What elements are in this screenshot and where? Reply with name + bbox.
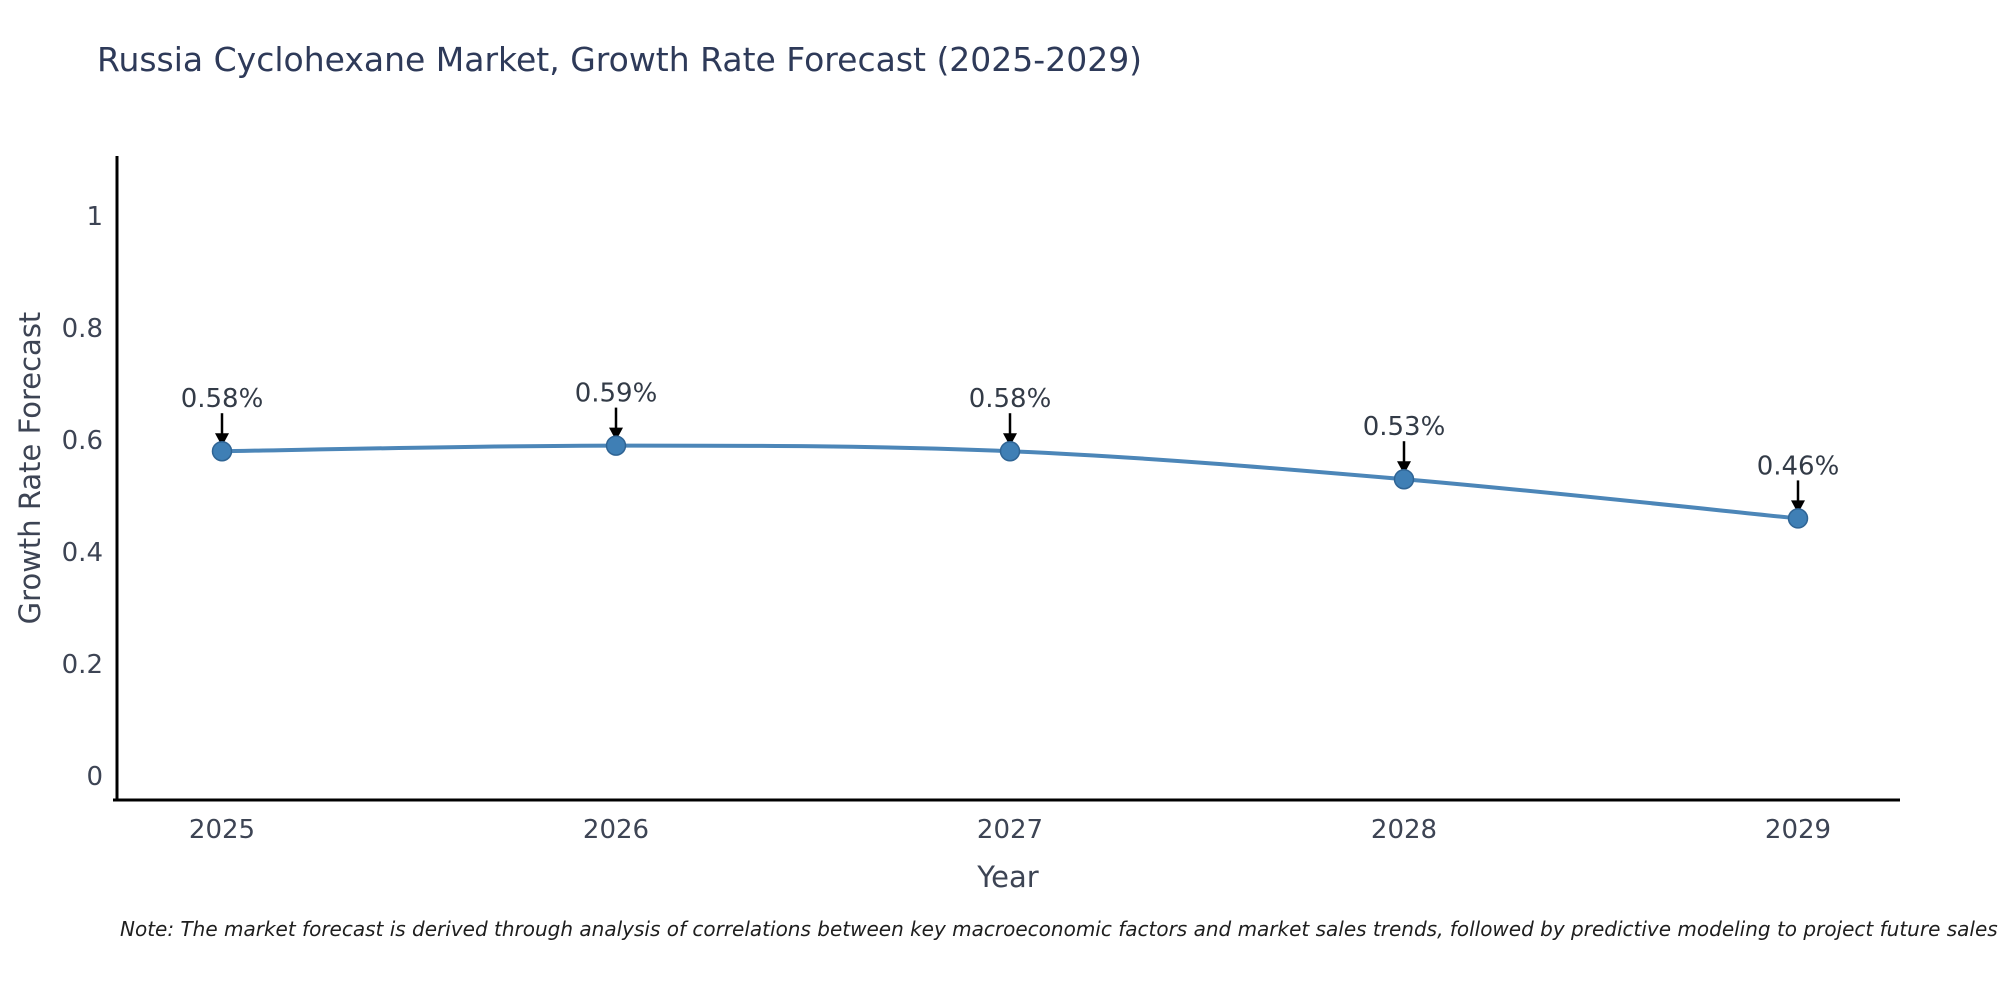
x-tick-label-2029: 2029 [1765, 815, 1831, 845]
data-point-2027 [999, 440, 1021, 462]
x-tick-label-2027: 2027 [977, 815, 1043, 845]
x-tick-label-2028: 2028 [1371, 815, 1437, 845]
y-tick-label-0.4: 0.4 [62, 538, 103, 568]
annotation-2029: 0.46% [1757, 451, 1840, 514]
annotation-2027: 0.58% [969, 384, 1052, 447]
x-tick-label-2025: 2025 [189, 815, 255, 845]
annotation-label-2029: 0.46% [1757, 451, 1840, 481]
data-point-2029 [1787, 508, 1809, 529]
annotation-2026: 0.59% [575, 379, 658, 441]
annotation-arrow-head [609, 427, 623, 441]
y-tick-label-1: 1 [86, 202, 103, 232]
annotation-label-2027: 0.58% [969, 384, 1052, 414]
data-point-2028 [1393, 468, 1415, 490]
data-point-2026 [605, 435, 627, 456]
data-point-2025 [211, 440, 233, 462]
annotation-arrow-head [1791, 500, 1805, 514]
annotation-arrow-head [215, 433, 229, 447]
annotation-label-2026: 0.59% [575, 379, 658, 409]
y-tick-label-0.2: 0.2 [62, 650, 103, 680]
annotation-2025: 0.58% [181, 384, 264, 447]
y-tick-label-0.8: 0.8 [62, 314, 103, 344]
annotation-label-2028: 0.53% [1363, 412, 1446, 442]
annotation-2028: 0.53% [1363, 412, 1446, 475]
x-tick-label-2026: 2026 [583, 815, 649, 845]
chart-title: Russia Cyclohexane Market, Growth Rate F… [97, 40, 1143, 79]
annotation-arrow-head [1003, 433, 1017, 447]
x-axis-label: Year [977, 860, 1039, 894]
footnote: Note: The market forecast is derived thr… [120, 917, 1998, 941]
y-tick-label-0: 0 [86, 762, 103, 792]
annotation-arrow-head [1397, 461, 1411, 475]
y-tick-label-0.6: 0.6 [62, 426, 103, 456]
annotation-label-2025: 0.58% [181, 384, 264, 414]
